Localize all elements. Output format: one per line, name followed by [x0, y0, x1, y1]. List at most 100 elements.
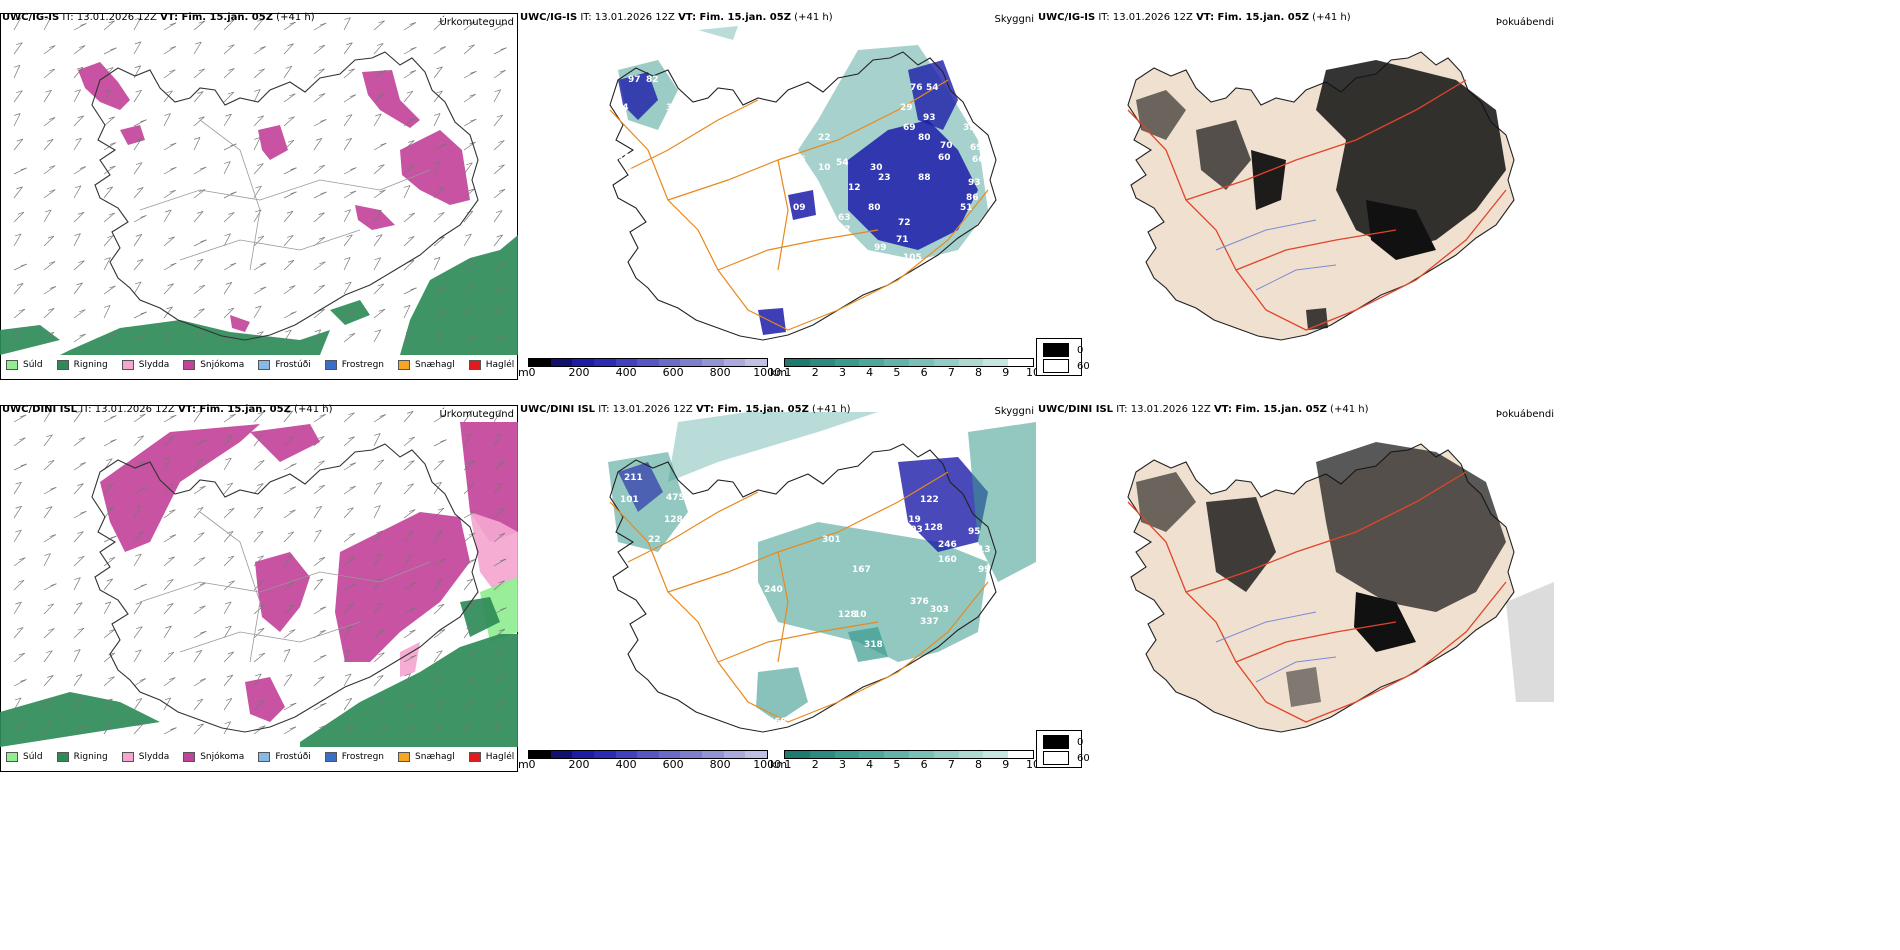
scale-tick-label: 3: [838, 758, 846, 771]
scale-tick-label: 9: [1002, 758, 1010, 771]
scale-tick-label: 1: [784, 366, 792, 379]
visibility-colorbar-segment: [958, 751, 984, 758]
ceiling-value-label: 29: [900, 103, 913, 113]
ceiling-value-label: 26: [793, 155, 806, 165]
ceiling-colorbar-top: [528, 358, 768, 367]
ceiling-value-label: 128: [838, 610, 857, 620]
precip-legend-label: Frostregn: [341, 360, 385, 370]
visibility-colorbar-segment: [983, 359, 1009, 366]
ceiling-value-label: 88: [918, 173, 931, 183]
visibility-colorbar-segment: [834, 359, 860, 366]
visibility-colorbar-segment: [908, 751, 934, 758]
ceiling-value-label: 72: [898, 218, 911, 228]
precip-legend-item: Snæhagl: [398, 360, 455, 370]
visibility-colorbar-segment: [884, 751, 909, 758]
visibility-colorbar-segment: [958, 359, 984, 366]
precip-legend-swatch: [121, 360, 134, 370]
ceiling-value-label: 30: [870, 163, 883, 173]
scale-tick-label: 5: [893, 366, 901, 379]
ceiling-value-label: 22: [818, 133, 831, 143]
visibility-unit-top: km: [770, 366, 788, 379]
visibility-colorbar-segment: [809, 751, 835, 758]
precip-legend-label: Haglél: [485, 752, 515, 762]
visibility-ticks-top: 1 2 3 4 5 6 7 8 9 10: [784, 366, 1041, 380]
scale-tick-label: 9: [1002, 366, 1010, 379]
visibility-colorbar-top: [784, 358, 1034, 367]
scale-tick-label: 400: [615, 366, 637, 379]
ceiling-value-label: 95: [968, 527, 981, 537]
cloud-map-top[interactable]: [1036, 10, 1556, 380]
ceiling-value-label: 32: [963, 123, 976, 133]
panel-title-precip: Úrkomutegund: [439, 17, 514, 28]
header-bottom-visibility: UWC/DINI ISL IT: 13.01.2026 12Z VT: Fim.…: [520, 404, 851, 415]
panel-title-visibility: Skyggni: [994, 14, 1034, 25]
fog-legend-bottom: 0 60: [1036, 730, 1090, 768]
ceiling-value-label: 12: [848, 183, 861, 193]
scale-tick-label: 3: [838, 366, 846, 379]
ceiling-value-label: 968: [768, 717, 787, 727]
precip-legend-swatch: [6, 360, 18, 370]
precip-legend-swatch: [398, 752, 411, 762]
cloud-map-bottom[interactable]: [1036, 402, 1556, 772]
precip-legend-item: Slydda: [121, 360, 169, 370]
ceiling-value-label: 103: [904, 525, 923, 535]
ceiling-colorbar-segment: [529, 359, 551, 366]
ceiling-value-label: 318: [864, 640, 883, 650]
scale-tick-label: 600: [662, 758, 684, 771]
ceiling-value-label: 69: [970, 143, 983, 153]
scale-tick-label: 2: [811, 758, 819, 771]
precip-legend-label: Rigning: [73, 752, 108, 762]
scale-tick-label: 6: [920, 366, 928, 379]
precip-legend-item: Frostúði: [258, 360, 311, 370]
ceiling-value-label: 71: [896, 235, 909, 245]
precip-legend-label: Snjókoma: [200, 360, 245, 370]
scale-tick-label: 8: [975, 758, 983, 771]
visibility-panel-top: 97 82 84 30 36 10 26 10 22 26 10 54 09 9 63 12 30 23 80 72 7…: [518, 10, 1036, 380]
ceiling-colorbar-segment: [745, 359, 768, 366]
precip-map-bottom[interactable]: [0, 402, 518, 772]
ceiling-value-label: 101: [620, 495, 639, 505]
precip-map-top[interactable]: [0, 10, 518, 380]
header-bottom-cloud: UWC/DINI ISL IT: 13.01.2026 12Z VT: Fim.…: [1038, 404, 1369, 415]
scale-tick-label: 400: [615, 758, 637, 771]
header-bottom-precip: UWC/DINI ISL IT: 13.01.2026 12Z VT: Fim.…: [2, 404, 333, 415]
ceiling-colorbar-segment: [572, 359, 594, 366]
precip-legend-item: Frostregn: [324, 360, 385, 370]
scale-tick-label: 200: [568, 758, 590, 771]
precip-legend-label: Haglél: [485, 360, 515, 370]
precip-legend-item: Rigning: [56, 360, 108, 370]
ceiling-value-label: 97: [628, 75, 641, 85]
fog-legend-light: 60: [1077, 752, 1090, 764]
ceiling-value-label: 66: [972, 155, 985, 165]
visibility-colorbar-segment: [1008, 359, 1033, 366]
scale-tick-label: 0: [528, 758, 536, 771]
visibility-colorbar-segment: [785, 359, 810, 366]
precip-legend-swatch: [183, 360, 196, 370]
ceiling-value-label: 99: [978, 565, 991, 575]
precip-legend-item: Haglél: [468, 360, 515, 370]
ceiling-colorbar-segment: [572, 751, 594, 758]
visibility-colorbar-segment: [884, 359, 909, 366]
header-top-visibility: UWC/IG-IS IT: 13.01.2026 12Z VT: Fim. 15…: [520, 12, 833, 23]
scale-tick-label: 800: [709, 758, 731, 771]
ceiling-value-label: 10: [854, 610, 867, 620]
panel-title-cloud: Þokuábendi: [1495, 17, 1554, 28]
ceiling-colorbar-segment: [550, 751, 573, 758]
ceiling-value-label: 240: [764, 585, 783, 595]
header-top-cloud: UWC/IG-IS IT: 13.01.2026 12Z VT: Fim. 15…: [1038, 12, 1351, 23]
ceiling-value-label: 86: [966, 193, 979, 203]
ceiling-colorbar-segment: [680, 359, 703, 366]
precip-legend-swatch: [324, 360, 337, 370]
scale-tick-label: 4: [866, 366, 874, 379]
ceiling-value-label: 82: [646, 75, 659, 85]
ceiling-colorbar-segment: [637, 359, 659, 366]
precip-legend-swatch: [183, 752, 196, 762]
precip-legend-label: Frostúði: [275, 752, 311, 762]
ceiling-value-label: 93: [923, 113, 936, 123]
precip-legend-item: Haglél: [468, 752, 515, 762]
panel-title-cloud: Þokuábendi: [1495, 409, 1554, 420]
precip-panel-bottom: UWC/DINI ISL IT: 13.01.2026 12Z VT: Fim.…: [0, 402, 518, 772]
scale-tick-label: 1: [784, 758, 792, 771]
